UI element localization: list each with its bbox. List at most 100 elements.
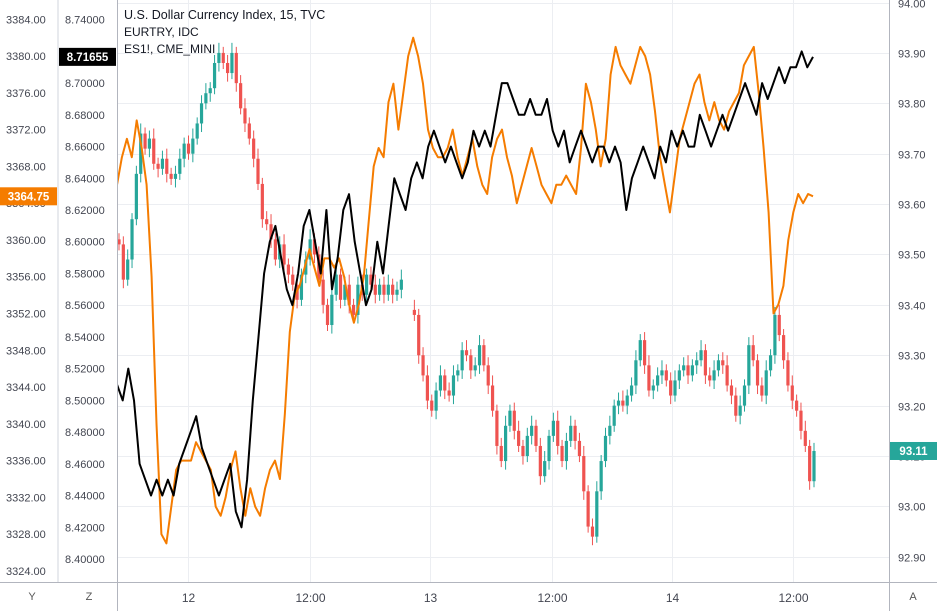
dxy-candle-body xyxy=(477,345,482,366)
dxy-candle xyxy=(121,236,125,289)
dxy-candle-body xyxy=(208,88,212,94)
dxy-candle xyxy=(703,344,708,384)
dxy-candle xyxy=(742,379,747,412)
dxy-candle-body xyxy=(312,239,317,255)
dxy-candle-body xyxy=(660,370,664,376)
dxy-candle xyxy=(621,390,625,412)
eurtry-tick-label: 8.64000 xyxy=(65,173,105,185)
dxy-candle-body xyxy=(577,440,582,457)
dxy-candle xyxy=(577,432,582,463)
dxy-candle-body xyxy=(764,370,768,396)
dxy-candle xyxy=(156,157,160,178)
middle-axis-menu-button[interactable]: Z xyxy=(85,591,93,603)
dxy-candle xyxy=(642,332,647,374)
eurtry-tick-label: 8.46000 xyxy=(65,459,105,471)
es-tick-label: 3324.00 xyxy=(6,566,46,578)
dxy-candle-body xyxy=(512,410,516,431)
dxy-candle xyxy=(451,365,456,405)
dxy-candle xyxy=(760,377,764,402)
dxy-candle xyxy=(560,439,564,468)
dxy-candle-body xyxy=(625,395,629,406)
dxy-candle-body xyxy=(321,279,325,305)
eurtry-tick-label: 8.56000 xyxy=(65,300,105,312)
dxy-candle-body xyxy=(473,365,477,371)
dxy-candle-body xyxy=(551,420,555,436)
dxy-candle-body xyxy=(751,345,755,361)
dxy-candle-body xyxy=(417,314,421,356)
dxy-candle xyxy=(477,335,482,374)
dxy-candle-body xyxy=(781,335,786,361)
dxy-candle-body xyxy=(677,370,681,381)
dxy-candle-body xyxy=(664,370,668,381)
dxy-candle-body xyxy=(395,289,399,295)
dxy-candle-body xyxy=(495,410,499,446)
dxy-candle-body xyxy=(742,385,747,406)
dxy-candle-body xyxy=(647,365,651,391)
eurtry-tick-label: 8.60000 xyxy=(65,237,105,249)
dxy-candle xyxy=(399,269,403,299)
dxy-candle-body xyxy=(286,264,291,275)
dxy-candle xyxy=(747,337,751,395)
dxy-candle xyxy=(260,177,264,228)
chart-legend: U.S. Dollar Currency Index, 15, TVC EURT… xyxy=(124,7,325,58)
dxy-candle-body xyxy=(803,430,807,446)
dxy-candle-body xyxy=(721,360,725,366)
eurtry-tick-label: 8.40000 xyxy=(65,554,105,566)
dxy-candle-body xyxy=(734,395,738,416)
dxy-candle-body xyxy=(117,239,121,245)
time-tick-label: 12:00 xyxy=(295,591,325,605)
dxy-candle xyxy=(669,372,673,405)
dxy-candle-body xyxy=(543,461,547,477)
dxy-candle-body xyxy=(282,244,286,265)
left-axis-menu-button[interactable]: Y xyxy=(28,591,36,603)
dxy-candle xyxy=(686,355,690,384)
dxy-candle-body xyxy=(425,375,430,401)
dxy-candle-body xyxy=(456,370,460,376)
dxy-candle xyxy=(330,286,334,334)
dxy-candle-body xyxy=(786,360,790,386)
right-axis-menu-button[interactable]: A xyxy=(909,591,917,603)
dxy-candle-body xyxy=(612,405,616,426)
dxy-candle-body xyxy=(143,133,147,149)
dxy-tick-label: 93.60 xyxy=(898,200,926,212)
dxy-candle xyxy=(299,268,304,306)
dxy-candle-body xyxy=(438,375,443,391)
dxy-candle xyxy=(152,128,156,170)
dxy-last-price: 93.11 xyxy=(890,441,937,460)
dxy-candle-body xyxy=(421,355,425,376)
dxy-candle xyxy=(786,352,790,392)
dxy-candle-body xyxy=(460,350,464,371)
dxy-candle-body xyxy=(373,284,377,295)
dxy-candle-body xyxy=(382,284,386,295)
dxy-candle-body xyxy=(656,375,660,386)
dxy-candle xyxy=(647,355,651,397)
dxy-candle xyxy=(139,123,143,183)
dxy-candle-body xyxy=(560,445,564,462)
dxy-tick-label: 93.20 xyxy=(898,402,926,414)
dxy-candle xyxy=(508,404,512,432)
dxy-candle xyxy=(808,439,812,490)
dxy-candle xyxy=(755,354,760,395)
dxy-candle xyxy=(712,360,716,390)
dxy-candle-body xyxy=(260,183,264,220)
time-tick-label: 14 xyxy=(666,591,680,605)
dxy-candle-body xyxy=(638,340,642,361)
dxy-candle xyxy=(217,42,221,72)
dxy-candle xyxy=(147,130,152,158)
eurtry-tick-label: 8.44000 xyxy=(65,491,105,503)
dxy-candle-body xyxy=(330,294,334,326)
dxy-candle-body xyxy=(586,491,590,527)
es-tick-label: 3368.00 xyxy=(6,161,46,173)
dxy-candle xyxy=(464,340,469,362)
dxy-candle xyxy=(395,281,399,301)
legend-title: U.S. Dollar Currency Index, 15, TVC xyxy=(124,8,326,22)
dxy-candle-body xyxy=(508,410,512,426)
dxy-candle xyxy=(534,419,538,452)
es-tick-label: 3348.00 xyxy=(6,345,46,357)
dxy-candle-body xyxy=(695,360,699,366)
dxy-candle xyxy=(273,233,277,266)
es-tick-label: 3328.00 xyxy=(6,529,46,541)
dxy-candle xyxy=(252,130,256,168)
